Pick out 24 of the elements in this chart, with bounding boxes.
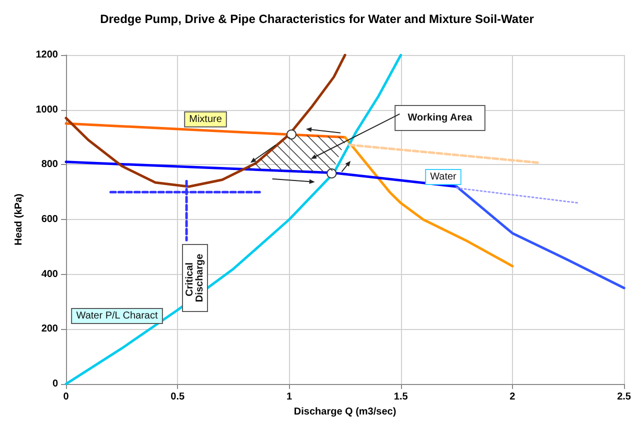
x-tick-label: 1.5 — [394, 392, 408, 402]
y-tick-label: 800 — [41, 159, 58, 170]
y-tick-label: 200 — [41, 324, 58, 335]
x-axis-title: Discharge Q (m3/sec) — [294, 406, 396, 418]
annotation: Critical Discharge — [184, 253, 206, 302]
x-tick-label: 2.5 — [617, 392, 632, 402]
x-tick-label: 2 — [510, 392, 516, 402]
annotation: Mixture — [189, 114, 222, 125]
annotation: Working Area — [408, 112, 473, 124]
y-tick-label: 1000 — [36, 104, 58, 116]
y-tick-label: 0 — [52, 378, 58, 390]
x-tick-label: 0.5 — [170, 392, 185, 402]
annotation: Water P/L Charact — [76, 310, 158, 322]
y-tick-label: 600 — [41, 214, 58, 225]
line-series — [64, 54, 346, 188]
y-tick-label: 1200 — [36, 50, 58, 60]
x-tick-label: 1 — [286, 392, 292, 402]
y-axis-title: Head (kPa) — [14, 194, 24, 246]
y-tick-label: 400 — [41, 268, 58, 280]
x-tick-label: 0 — [63, 392, 70, 402]
line-series — [344, 136, 514, 268]
chart-title: Dredge Pump, Drive & Pipe Characteristics for Water and Mixture Soil-Water — [100, 12, 534, 26]
line-series — [455, 185, 626, 290]
annotation: Water — [430, 172, 458, 183]
